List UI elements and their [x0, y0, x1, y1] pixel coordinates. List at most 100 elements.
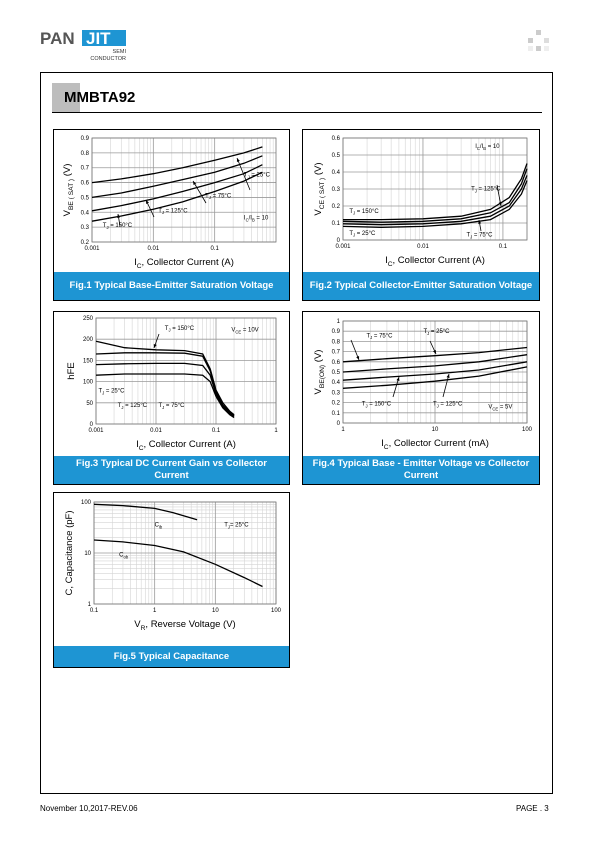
- logo-sub-line2: CONDUCTOR: [90, 56, 126, 62]
- fig1-ytick-label: 0.3: [81, 225, 90, 231]
- fig1-annotation-5: IC/IB = 10: [244, 216, 269, 223]
- fig3-ytick-label: 150: [83, 358, 94, 364]
- fig5-xtick-label: 1: [153, 608, 157, 614]
- fig2-caption: Fig.2 Typical Collector-Emitter Saturati…: [303, 272, 539, 300]
- fig4-ytick-label: 0.9: [332, 329, 341, 335]
- fig5-ytick-label: 1: [88, 602, 92, 608]
- fig4-annotation-2: TJ = 25°C: [424, 329, 451, 336]
- fig2-ytick-label: 0: [337, 238, 341, 244]
- fig2-ytick-label: 0.6: [332, 136, 341, 142]
- fig3-caption: Fig.3 Typical DC Current Gain vs Collect…: [54, 456, 289, 484]
- fig5-xtick-label: 100: [271, 608, 282, 614]
- fig1-arrow-125c-head: [146, 200, 149, 204]
- fig1-ytick-label: 0.5: [81, 195, 90, 201]
- fig1-annotation-4: TJ = 150°C: [103, 223, 133, 230]
- fig3-series-2: [95, 352, 235, 417]
- fig4-ytick-label: 0.1: [332, 411, 341, 417]
- fig2-series-3: [342, 175, 528, 226]
- fig1-arrow-25c: [236, 157, 251, 191]
- fig2-annotation-4: TJ = 25°C: [349, 231, 376, 238]
- fig1-series-2: [91, 155, 263, 199]
- fig1-chart: 0.001 0.01 0.1 0.2 0.3 0.4 0.5 0.6 0.7 0.8 0.9 TJ =…: [62, 136, 277, 270]
- fig4-ytick-label: 1: [337, 319, 341, 325]
- fig5-annotation-2: Cob: [119, 553, 129, 560]
- fig2-ytick-label: 0.3: [332, 187, 341, 193]
- figure-panel-1: 0.001 0.01 0.1 0.2 0.3 0.4 0.5 0.6 0.7 0.8 0.9 TJ =…: [53, 129, 290, 301]
- fig4-chart: 1 10 100 0 0.1 0.2 0.3 0.4 0.5 0.6 0.7 0.8 0.9 1 TJ = …: [313, 319, 533, 451]
- fig3-xtick-label: 1: [274, 428, 278, 434]
- title-underline: [52, 112, 542, 113]
- fig4-xlabel: IC, Collector Current (mA): [381, 438, 489, 451]
- fig3-xtick-label: 0.1: [212, 428, 221, 434]
- fig1-series-4: [91, 171, 263, 222]
- fig1-ytick-label: 0.9: [81, 136, 90, 142]
- fig5-xtick-label: 10: [212, 608, 219, 614]
- fig2-annotation-3: TJ = 150°C: [349, 209, 379, 216]
- fig2-xtick-label: 0.01: [417, 244, 429, 250]
- footer-page-number: PAGE . 3: [516, 804, 549, 813]
- fig4-xtick-label: 1: [341, 427, 345, 433]
- fig2-xtick-label: 0.001: [335, 244, 351, 250]
- logo-text-right: JIT: [86, 29, 111, 48]
- fig2-ytick-label: 0.2: [332, 204, 341, 210]
- fig4-ytick-label: 0.5: [332, 370, 341, 376]
- fig4-ytick-label: 0.3: [332, 390, 341, 396]
- figure-panel-4: 1 10 100 0 0.1 0.2 0.3 0.4 0.5 0.6 0.7 0.8 0.9 1 TJ = …: [302, 311, 540, 485]
- fig4-annotation-5: VCE = 5V: [488, 405, 512, 412]
- fig4-arrow-75c-head: [356, 356, 360, 360]
- fig3-ytick-label: 200: [83, 337, 94, 343]
- fig3-plot-area: [95, 317, 277, 425]
- fig2-ylabel: VCE ( SAT ) (V): [313, 162, 326, 215]
- fig4-arrow-125c-head: [446, 374, 450, 378]
- fig4-ylabel: VBE(ON) (V): [313, 350, 326, 395]
- fig2-chart: 0.001 0.01 0.1 0 0.1 0.2 0.3 0.4 0.5 0.6 IC/IB = 1…: [313, 136, 528, 268]
- fig1-annotation-1: TJ = 25°C: [244, 173, 271, 180]
- fig2-ytick-label: 0.1: [332, 221, 341, 227]
- fig4-xtick-label: 10: [432, 427, 439, 433]
- fig4-caption: Fig.4 Typical Base - Emitter Voltage vs …: [303, 456, 539, 484]
- logo-sub-line1: SEMI: [113, 49, 127, 55]
- fig5-caption: Fig.5 Typical Capacitance: [54, 646, 289, 667]
- fig4-series-4: [342, 366, 528, 389]
- fig4-annotation-3: TJ = 150°C: [362, 402, 392, 409]
- title-marker: [52, 83, 80, 113]
- fig2-plot-area: [342, 137, 528, 241]
- fig1-ytick-label: 0.6: [81, 181, 90, 187]
- footer-date: November 10,2017-REV.06: [40, 804, 138, 813]
- fig2-xtick-label: 0.1: [499, 244, 508, 250]
- fig1-ytick-label: 0.8: [81, 151, 90, 157]
- fig1-xtick-label: 0.001: [84, 246, 100, 252]
- fig3-ytick-label: 50: [86, 401, 93, 407]
- fig3-xtick-label: 0.01: [150, 428, 162, 434]
- fig5-xlabel: VR, Reverse Voltage (V): [134, 619, 235, 632]
- fig4-ytick-label: 0.2: [332, 401, 341, 407]
- fig3-annotation-3: TJ = 25°C: [98, 389, 125, 396]
- fig1-annotation-2: TJ = 75°C: [205, 193, 232, 200]
- fig3-ytick-label: 100: [83, 380, 94, 386]
- fig1-caption: Fig.1 Typical Base-Emitter Saturation Vo…: [54, 272, 289, 300]
- fig5-ytick-label: 10: [84, 551, 91, 557]
- fig1-arrow-25c-head: [236, 158, 240, 162]
- fig4-annotation-4: TJ = 125°C: [433, 402, 463, 409]
- fig1-series-1: [91, 146, 263, 184]
- fig2-xlabel: IC, Collector Current (A): [385, 255, 485, 268]
- fig4-ytick-label: 0: [337, 421, 341, 427]
- fig4-series-3: [342, 361, 528, 381]
- fig2-ytick-label: 0.5: [332, 153, 341, 159]
- fig1-arrow-75c-head: [193, 181, 197, 185]
- panjit-logo: PAN JIT SEMI CONDUCTOR: [40, 29, 127, 62]
- part-number-title: MMBTA92: [64, 89, 136, 106]
- fig4-arrow-125c: [442, 373, 450, 398]
- page-frame: [40, 72, 553, 794]
- fig3-annotation-4: TJ = 125°C: [118, 403, 148, 410]
- title-bar: MMBTA92: [52, 83, 542, 113]
- fig4-series-1: [342, 346, 528, 363]
- figure-panel-2: 0.001 0.01 0.1 0 0.1 0.2 0.3 0.4 0.5 0.6 IC/IB = 1…: [302, 129, 540, 301]
- fig2-annotation-2: TJ = 125°C: [471, 187, 501, 194]
- fig1-annotation-3: TJ = 125°C: [158, 208, 188, 215]
- fig4-ytick-label: 0.7: [332, 350, 341, 356]
- fig3-arrow-150c-head: [153, 344, 157, 348]
- fig1-ylabel: VBE ( SAT ) (V): [62, 164, 75, 217]
- fig2-ytick-label: 0.4: [332, 170, 341, 176]
- figure-panel-3: 0.001 0.01 0.1 1 0 50 100 150 200 250 TJ = 150°C VC…: [53, 311, 290, 485]
